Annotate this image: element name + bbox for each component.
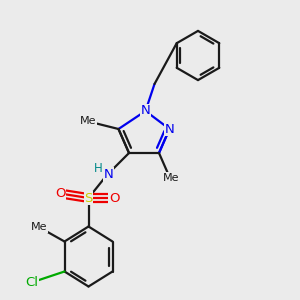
Text: Me: Me: [80, 116, 96, 126]
Text: Cl: Cl: [26, 275, 39, 289]
Text: Me: Me: [31, 222, 47, 232]
Text: O: O: [55, 187, 65, 200]
Text: S: S: [84, 191, 93, 205]
Text: O: O: [109, 191, 119, 205]
Text: N: N: [104, 168, 113, 181]
Text: N: N: [165, 122, 174, 136]
Text: Me: Me: [163, 173, 179, 183]
Text: N: N: [141, 104, 150, 118]
Text: H: H: [94, 162, 103, 176]
